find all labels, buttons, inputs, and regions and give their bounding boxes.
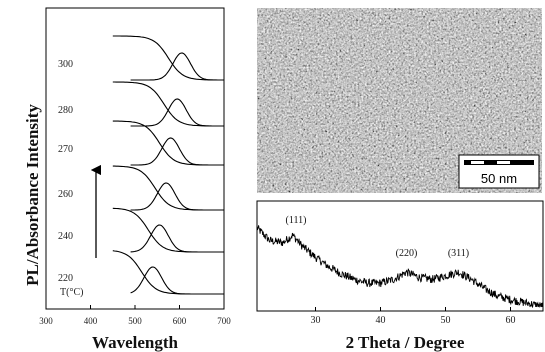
absorbance-curve-240 [112, 207, 224, 253]
pl-curve-280 [130, 98, 224, 127]
absorbance-curve-280 [112, 81, 224, 127]
absorbance-curve-260 [112, 165, 224, 211]
uv-pl-panel: PL/Absorbance Intensity 300 280 270 260 240 2… [23, 7, 231, 352]
peak-label: (111) [286, 215, 307, 226]
pl-curve-300 [130, 52, 224, 81]
uv-tick-label: 300 [39, 316, 53, 326]
uv-plot-frame [45, 7, 225, 310]
xrd-x-ticks: 30 40 50 60 [311, 307, 516, 326]
series-label-260: 260 [58, 189, 73, 200]
tem-image: 50 nm [257, 8, 542, 193]
uv-ylabel: PL/Absorbance Intensity [23, 104, 42, 286]
peak-label: (311) [448, 248, 469, 259]
series-label-220: 220 [58, 273, 73, 284]
uv-curves [112, 35, 224, 295]
series-label-270: 270 [58, 144, 73, 155]
uv-series-labels: 300 280 270 260 240 220 [58, 59, 73, 284]
xrd-panel: (111) (220) (311) 30 40 50 60 2 Theta / Degre… [256, 200, 544, 352]
xrd-tick-label: 50 [441, 315, 451, 326]
xrd-tick-label: 60 [506, 315, 516, 326]
uv-tick-label: 700 [217, 316, 231, 326]
xrd-pattern-line [256, 225, 544, 308]
uv-tick-label: 500 [128, 316, 142, 326]
xrd-peak-labels: (111) (220) (311) [286, 215, 470, 259]
pl-curve-240 [130, 224, 224, 253]
xrd-xlabel: 2 Theta / Degree [346, 333, 465, 352]
uv-tick-label: 400 [84, 316, 98, 326]
uv-tick-label: 600 [173, 316, 187, 326]
scale-bar-label: 50 nm [481, 171, 517, 186]
series-label-300: 300 [58, 59, 73, 70]
xrd-plot-frame [256, 200, 544, 312]
xrd-tick-label: 30 [311, 315, 321, 326]
pl-curve-270 [130, 137, 224, 166]
uv-xlabel: Wavelength [92, 333, 178, 352]
series-label-280: 280 [58, 105, 73, 116]
xrd-tick-label: 40 [376, 315, 386, 326]
series-label-240: 240 [58, 231, 73, 242]
pl-curve-260 [130, 182, 224, 211]
absorbance-curve-270 [112, 120, 224, 166]
peak-label: (220) [396, 248, 418, 259]
uv-x-ticks: 300 400 500 600 700 [39, 305, 231, 326]
absorbance-curve-300 [112, 35, 224, 81]
xrd-trace [256, 225, 544, 308]
pl-curve-220 [130, 266, 224, 295]
temperature-arrow-label: T(°C) [60, 287, 83, 298]
